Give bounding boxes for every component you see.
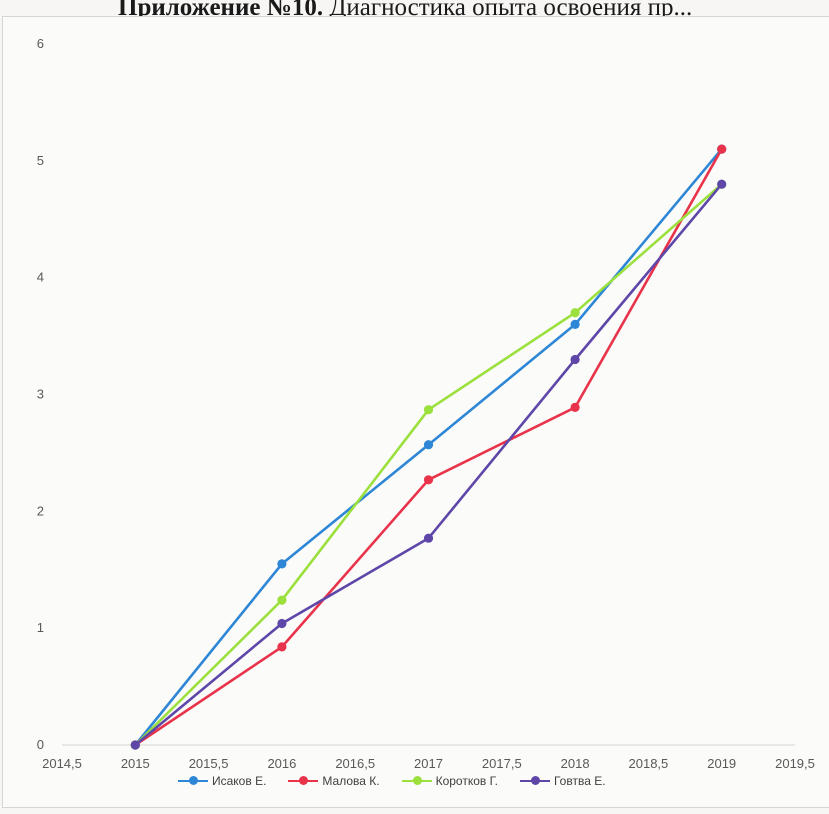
x-tick-label: 2015 xyxy=(121,756,150,771)
legend-label: Исаков Е. xyxy=(212,774,267,788)
x-tick-label: 2017,5 xyxy=(482,756,522,771)
data-point xyxy=(277,642,287,652)
x-tick-label: 2019,5 xyxy=(775,756,815,771)
data-point xyxy=(277,618,287,629)
x-tick-label: 2016,5 xyxy=(335,756,375,771)
data-point xyxy=(277,595,287,605)
data-point xyxy=(130,740,140,750)
x-tick-label: 2015,5 xyxy=(189,756,229,771)
chart-legend: Исаков Е. Малова К. Коротков Г. Говтва Е. xyxy=(178,774,606,788)
x-tick-label: 2018,5 xyxy=(629,756,669,771)
legend-item: Говтва Е. xyxy=(519,774,606,788)
y-tick-label: 3 xyxy=(37,387,44,402)
page-heading: Приложение №10. Диагностика опыта освоен… xyxy=(118,0,692,22)
data-point xyxy=(570,308,580,318)
data-point xyxy=(277,559,287,569)
x-tick-label: 2014,5 xyxy=(42,756,82,771)
y-tick-label: 0 xyxy=(37,737,44,752)
y-tick-label: 5 xyxy=(37,153,44,168)
series-line xyxy=(134,183,723,746)
series-line xyxy=(134,183,723,747)
y-tick-label: 2 xyxy=(37,503,44,518)
data-point xyxy=(570,319,580,329)
data-point xyxy=(423,405,434,415)
y-tick-label: 1 xyxy=(37,620,44,635)
data-point xyxy=(717,179,727,189)
y-tick-label: 4 xyxy=(37,270,44,285)
x-tick-label: 2016 xyxy=(267,756,296,771)
legend-label: Говтва Е. xyxy=(553,774,606,788)
data-point xyxy=(423,475,434,485)
x-tick-label: 2018 xyxy=(561,756,590,771)
legend-swatch xyxy=(288,776,319,786)
legend-swatch xyxy=(519,776,550,786)
data-point xyxy=(423,533,434,543)
legend-swatch xyxy=(178,776,208,786)
y-tick-label: 6 xyxy=(37,36,44,51)
heading-bold: Приложение №10. xyxy=(118,0,324,21)
heading-rest: Диагностика опыта освоения пр... xyxy=(329,0,693,21)
legend-item: Исаков Е. xyxy=(178,774,266,788)
x-tick-label: 2017 xyxy=(414,756,443,771)
x-tick-label: 2019 xyxy=(707,756,736,771)
data-point xyxy=(423,440,434,450)
legend-label: Малова К. xyxy=(322,774,380,788)
legend-label: Коротков Г. xyxy=(435,774,498,788)
legend-item: Коротков Г. xyxy=(401,774,498,788)
legend-swatch xyxy=(401,776,432,786)
data-point xyxy=(570,354,580,365)
data-point xyxy=(570,402,580,412)
data-point xyxy=(717,144,727,154)
chart-frame xyxy=(2,16,829,808)
legend-item: Малова К. xyxy=(288,774,380,788)
